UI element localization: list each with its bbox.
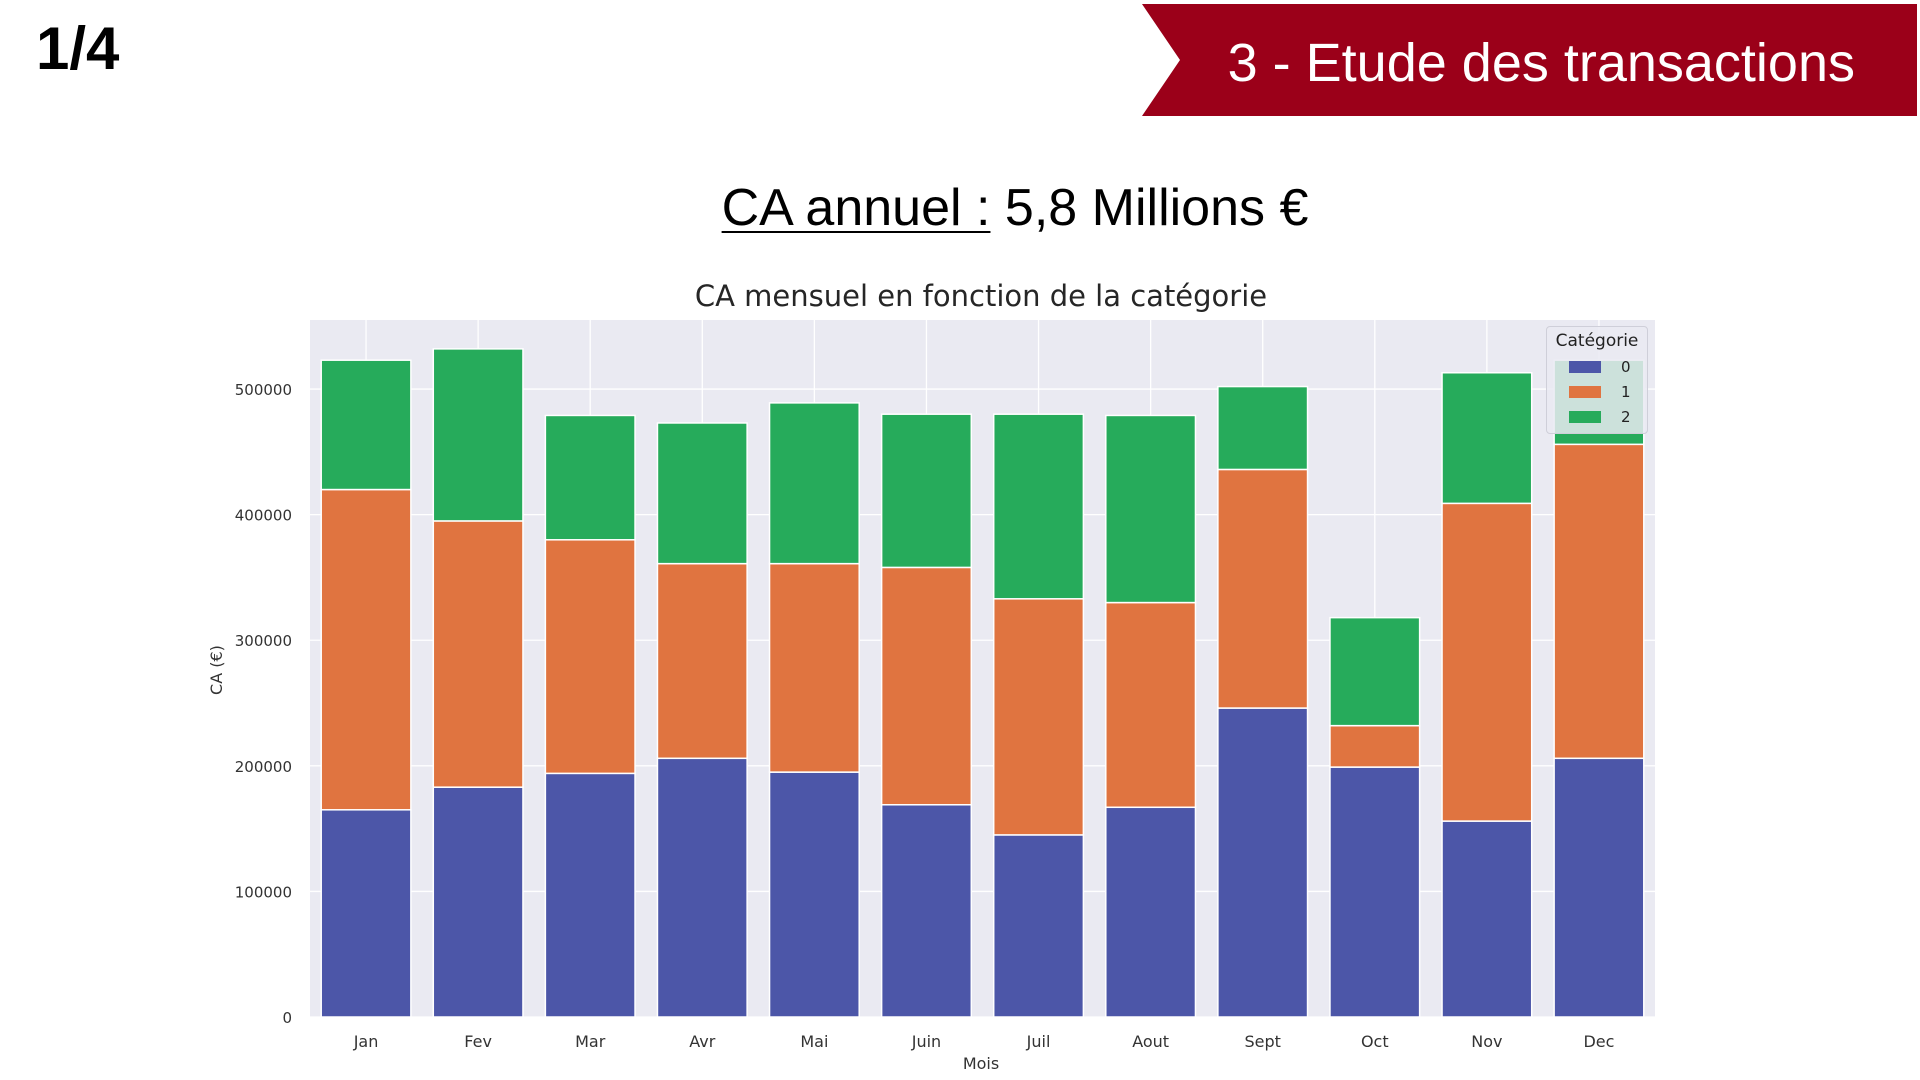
- bar-segment-cat0: [992, 834, 1085, 1018]
- bar-segment-cat1: [768, 562, 860, 773]
- bar-segment-cat1: [1441, 502, 1533, 822]
- bar-segment-cat2: [656, 422, 748, 565]
- bar-segment-cat1: [544, 539, 636, 775]
- bar-segment-cat0: [768, 771, 860, 1018]
- bar-segment-cat0: [1329, 766, 1421, 1018]
- section-title: 3 - Etude des transactions: [1227, 33, 1855, 93]
- y-tick-label: 500000: [235, 381, 292, 399]
- y-axis-label: CA (€): [207, 645, 226, 695]
- bar-segment-cat0: [1441, 820, 1533, 1018]
- bar-segment-cat2: [1217, 385, 1309, 471]
- bar-segment-cat1: [1105, 601, 1197, 809]
- plot-area: [310, 320, 1655, 1017]
- bar-segment-cat2: [992, 413, 1085, 600]
- legend-swatch: [1569, 411, 1601, 423]
- legend-label: 1: [1621, 383, 1631, 401]
- bar-segment-cat0: [432, 786, 524, 1018]
- section-banner: 3 - Etude des transactions: [1142, 4, 1917, 116]
- headline-label: CA annuel :: [721, 179, 991, 237]
- bar-segment-cat0: [656, 757, 748, 1018]
- bar-segment-cat1: [1553, 443, 1645, 760]
- bar-segment-cat1: [1217, 468, 1309, 709]
- y-tick-label: 0: [282, 1009, 292, 1027]
- bar-segment-cat0: [1105, 806, 1197, 1018]
- x-tick-label: Jan: [353, 1032, 379, 1051]
- x-tick-label: Avr: [689, 1032, 715, 1051]
- bar-segment-cat1: [992, 598, 1085, 836]
- page-number: 1/4: [36, 15, 120, 82]
- bar-segment-cat0: [1217, 707, 1309, 1018]
- x-tick-label: Juin: [911, 1032, 941, 1051]
- bar-segment-cat2: [880, 413, 973, 569]
- bar-segment-cat0: [320, 809, 412, 1018]
- legend-title: Catégorie: [1555, 331, 1639, 351]
- y-tick-label: 200000: [235, 758, 292, 776]
- headline-value: 5,8 Millions €: [990, 179, 1309, 237]
- x-tick-label: Nov: [1471, 1032, 1502, 1051]
- x-tick-label: Mar: [575, 1032, 606, 1051]
- y-tick-label: 300000: [235, 632, 292, 650]
- bar-segment-cat1: [1329, 724, 1421, 768]
- bar-segment-cat2: [320, 359, 412, 491]
- legend-label: 2: [1621, 408, 1631, 426]
- legend-label: 0: [1621, 358, 1631, 376]
- y-tick-label: 100000: [235, 883, 292, 901]
- bar-segment-cat2: [1105, 414, 1197, 604]
- bar-segment-cat1: [880, 566, 973, 806]
- x-tick-label: Dec: [1583, 1032, 1614, 1051]
- bar-segment-cat2: [432, 348, 524, 522]
- bar-segment-cat2: [544, 414, 636, 541]
- bar-segment-cat1: [656, 562, 748, 760]
- bar-segment-cat2: [768, 402, 860, 565]
- x-tick-label: Oct: [1361, 1032, 1389, 1051]
- x-tick-label: Juil: [1026, 1032, 1051, 1051]
- bar-segment-cat1: [432, 520, 524, 788]
- bar-segment-cat0: [880, 804, 973, 1018]
- headline: CA annuel : 5,8 Millions €: [0, 178, 1920, 238]
- x-axis-label: Mois: [963, 1054, 999, 1073]
- bar-segment-cat2: [1329, 616, 1421, 727]
- legend-swatch: [1569, 361, 1601, 373]
- chart-legend: Catégorie 0 1 2: [1546, 326, 1648, 434]
- bar-segment-cat0: [1553, 757, 1645, 1018]
- legend-swatch: [1569, 386, 1601, 398]
- bar-segment-cat2: [1441, 371, 1533, 505]
- chart-title: CA mensuel en fonction de la catégorie: [695, 279, 1267, 313]
- x-tick-label: Sept: [1244, 1032, 1280, 1051]
- bar-segment-cat1: [320, 488, 412, 811]
- x-tick-label: Mai: [800, 1032, 828, 1051]
- bar-segment-cat0: [544, 772, 636, 1018]
- x-tick-label: Fev: [464, 1032, 492, 1051]
- x-tick-label: Aout: [1132, 1032, 1169, 1051]
- y-tick-label: 400000: [235, 507, 292, 525]
